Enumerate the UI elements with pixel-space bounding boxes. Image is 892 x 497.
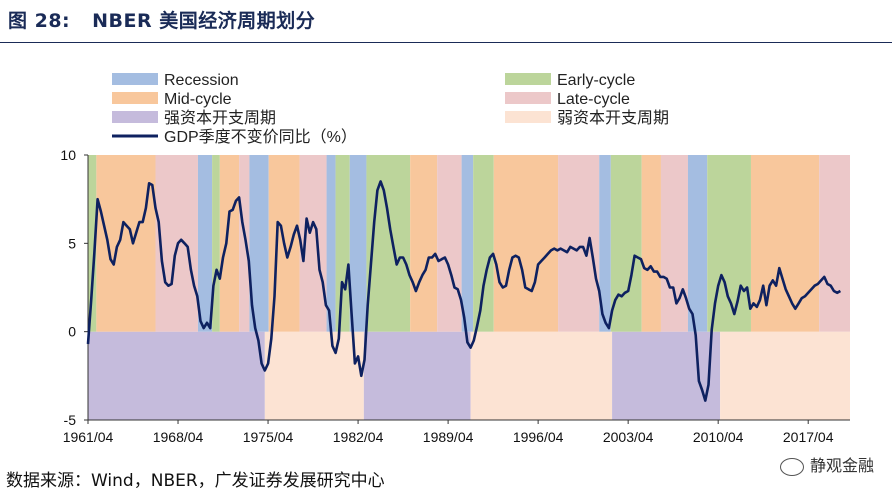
y-tick-label: 5	[68, 235, 76, 251]
title-divider	[0, 42, 892, 43]
phase-band-recession	[599, 155, 611, 332]
phase-band-late	[239, 155, 250, 332]
legend-swatch	[112, 111, 158, 123]
figure-title-text: NBER 美国经济周期划分	[92, 10, 316, 32]
legend-label: GDP季度不变价同比（%）	[164, 128, 357, 146]
capex-band-weak	[470, 331, 613, 420]
legend-item-gdp: GDP季度不变价同比（%）	[112, 128, 357, 146]
x-tick-label: 2017/04	[783, 429, 834, 445]
phase-band-mid	[96, 155, 156, 332]
legend-label: Early-cycle	[557, 72, 635, 89]
phase-band-late	[558, 155, 600, 332]
legend-swatch	[505, 111, 551, 123]
source-note: 数据来源：Wind，NBER，广发证券发展研究中心	[6, 471, 385, 491]
phase-band-early	[473, 155, 494, 332]
figure-number: 图 28:	[8, 10, 71, 32]
phase-band-mid	[641, 155, 661, 332]
phase-band-mid	[219, 155, 240, 332]
phase-bands	[88, 155, 850, 332]
y-tick-label: -5	[64, 412, 77, 428]
x-tick-label: 1975/04	[243, 429, 294, 445]
capex-band-strong	[88, 331, 265, 420]
y-tick-label: 0	[68, 324, 76, 340]
phase-band-mid	[493, 155, 559, 332]
phase-band-recession	[326, 155, 336, 332]
legend-item-early: Early-cycle	[505, 72, 635, 89]
y-tick-label: 10	[60, 147, 76, 163]
legend-item-late: Late-cycle	[505, 91, 630, 108]
phase-band-recession	[197, 155, 213, 332]
x-tick-label: 1961/04	[63, 429, 114, 445]
gdp-line	[86, 180, 842, 402]
phase-band-late	[437, 155, 462, 332]
watermark-text: 静观金融	[809, 456, 874, 475]
phase-band-early	[88, 155, 97, 332]
phase-band-recession	[461, 155, 474, 332]
series-layer	[86, 180, 842, 402]
phase-band-recession	[687, 155, 708, 332]
phase-band-late	[819, 155, 850, 332]
capex-bands	[88, 331, 850, 420]
x-tick-label: 1968/04	[153, 429, 204, 445]
x-tick-label: 2010/04	[693, 429, 744, 445]
x-tick-label: 1989/04	[423, 429, 474, 445]
x-tick-label: 1996/04	[513, 429, 564, 445]
legend-label: 强资本开支周期	[164, 109, 276, 127]
phase-band-late	[660, 155, 688, 332]
capex-band-strong	[612, 331, 721, 420]
legend-swatch	[112, 92, 158, 104]
capex-band-weak	[720, 331, 850, 420]
legend-item-recession: Recession	[112, 72, 239, 89]
phase-band-early	[610, 155, 642, 332]
x-tick-label: 1982/04	[333, 429, 384, 445]
legend: Recession Early-cycle Mid-cycle Late-cycle 强…	[112, 72, 669, 146]
legend-item-weak: 弱资本开支周期	[505, 109, 669, 127]
phase-band-mid	[410, 155, 438, 332]
wechat-icon	[779, 457, 804, 476]
legend-item-strong: 强资本开支周期	[112, 109, 276, 127]
phase-band-early	[335, 155, 350, 332]
x-tick-label: 2003/04	[603, 429, 654, 445]
legend-label: Late-cycle	[557, 91, 630, 108]
legend-item-mid: Mid-cycle	[112, 91, 232, 108]
phase-band-recession	[349, 155, 367, 332]
legend-swatch	[505, 92, 551, 104]
capex-band-weak	[264, 331, 364, 420]
legend-label: Mid-cycle	[164, 91, 232, 108]
legend-label: Recession	[164, 72, 239, 89]
capex-band-strong	[363, 331, 471, 420]
legend-label: 弱资本开支周期	[557, 109, 669, 127]
watermark: 静观金融	[779, 452, 874, 476]
legend-swatch	[112, 73, 158, 85]
phase-band-early	[212, 155, 220, 332]
legend-swatch	[505, 73, 551, 85]
phase-band-recession	[249, 155, 269, 332]
figure-title: 图 28: NBER 美国经济周期划分	[8, 6, 315, 33]
phase-band-mid	[750, 155, 820, 332]
